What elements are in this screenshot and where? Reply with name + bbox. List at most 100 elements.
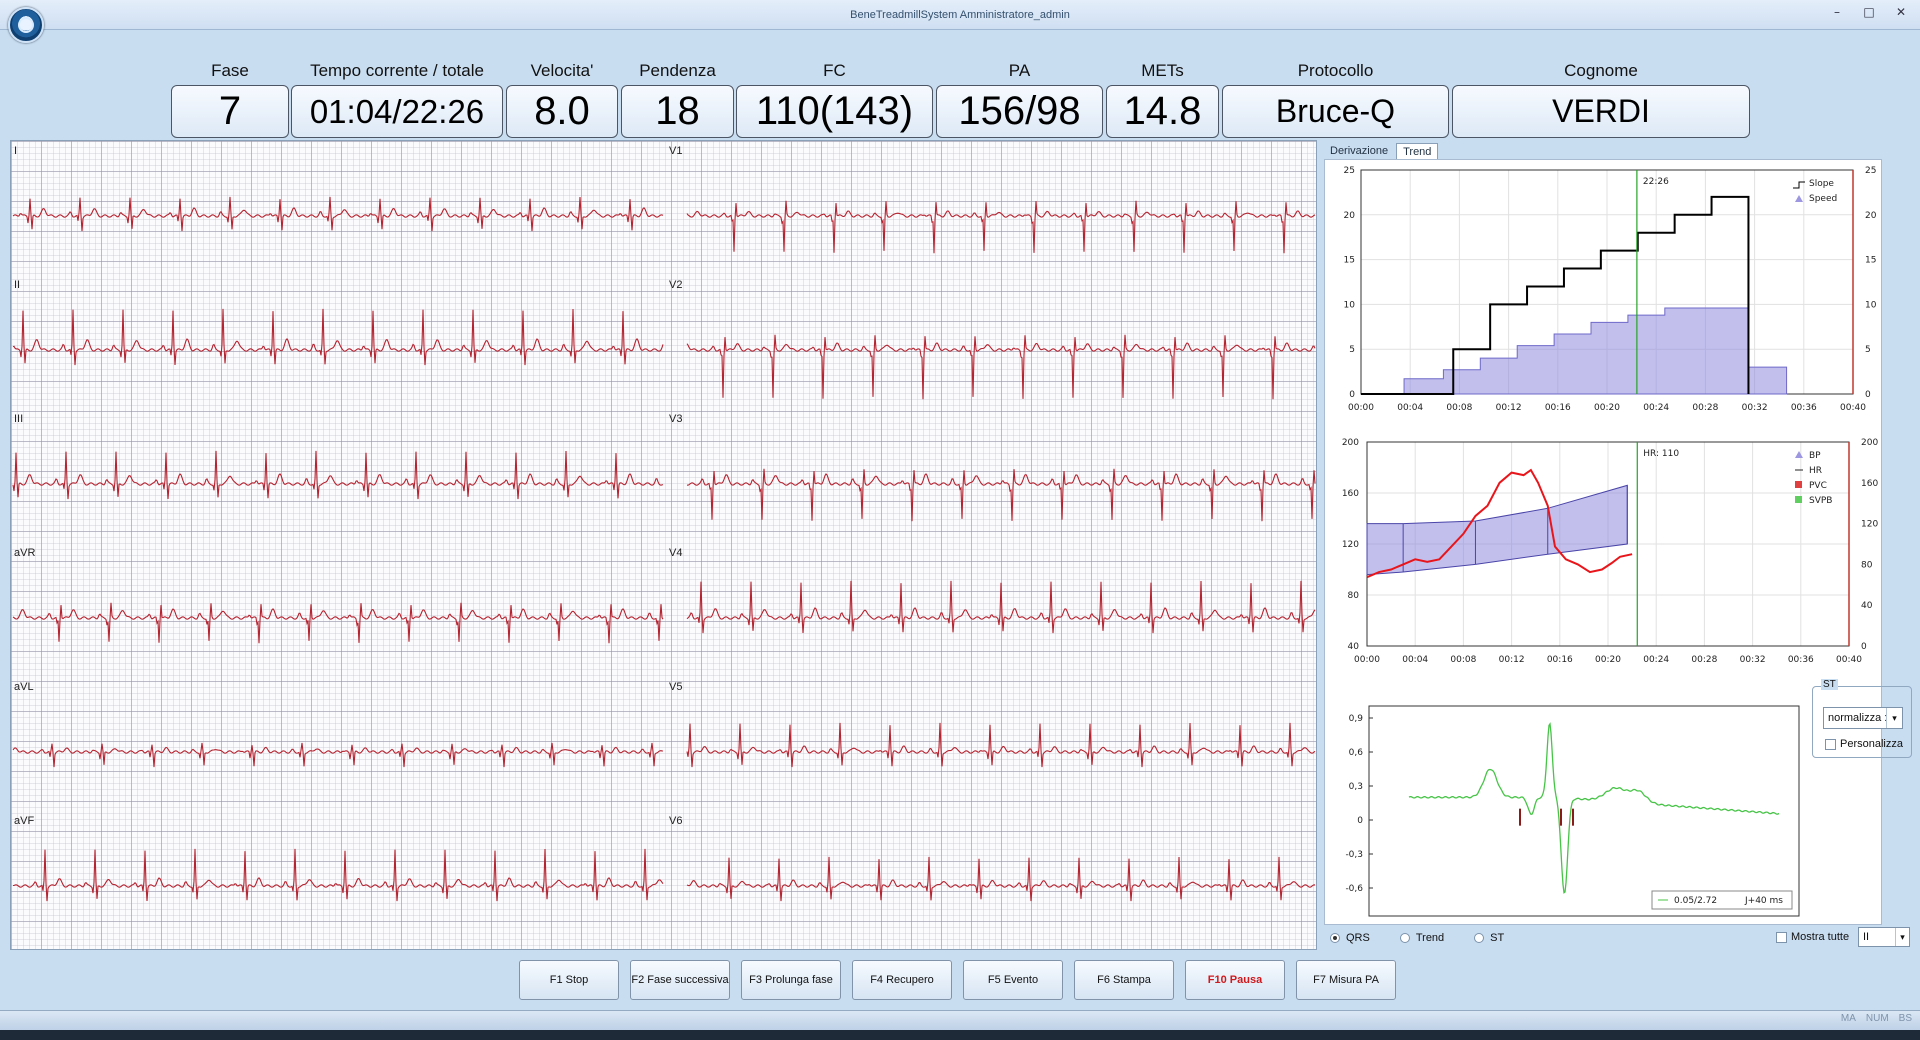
radio-label: ST	[1490, 932, 1505, 944]
status-cell: BS	[1898, 1013, 1912, 1024]
f5-event-button[interactable]: F5 Evento	[963, 960, 1063, 1000]
x-tick-label: 00:36	[1788, 655, 1814, 665]
readout-pa: PA 156/98	[936, 60, 1103, 138]
legend-label: PVC	[1809, 481, 1827, 491]
radio-trend[interactable]: Trend	[1399, 932, 1445, 944]
lead-label: V3	[669, 413, 683, 425]
y-tick-label: 25	[1344, 166, 1355, 176]
f6-print-button[interactable]: F6 Stampa	[1074, 960, 1174, 1000]
ecg-trace	[13, 848, 664, 902]
f4-recovery-button[interactable]: F4 Recupero	[852, 960, 952, 1000]
minimize-icon[interactable]: –	[1834, 5, 1840, 19]
y-tick-label-right: 120	[1861, 520, 1878, 530]
y-tick-label: 120	[1342, 540, 1359, 550]
readout-value: VERDI	[1452, 85, 1750, 138]
lead-label: V6	[669, 815, 683, 827]
x-tick-label: 00:12	[1496, 403, 1522, 413]
lead-select[interactable]: II ▾	[1858, 927, 1910, 947]
y-tick-label: 160	[1342, 489, 1359, 499]
x-tick-label: 00:04	[1397, 403, 1423, 413]
mostra-tutte-checkbox[interactable]: Mostra tutte	[1776, 931, 1849, 943]
radio-qrs[interactable]: QRS	[1330, 932, 1370, 944]
readout-fase: Fase 7	[171, 60, 289, 138]
tab-trend[interactable]: Trend	[1396, 143, 1439, 160]
radio-dot[interactable]	[1474, 933, 1485, 943]
y-tick-label-right: 0	[1865, 390, 1871, 400]
window-title: BeneTreadmillSystem Amministratore_admin	[850, 9, 1070, 21]
x-tick-label: 00:12	[1499, 655, 1525, 665]
x-tick-label: 00:00	[1354, 655, 1380, 665]
chevron-down-icon: ▾	[1886, 708, 1902, 728]
y-tick-label-right: 25	[1865, 166, 1876, 176]
ecg-trace	[12, 308, 664, 366]
lead-select-value: II	[1863, 931, 1870, 943]
x-tick-label: 00:16	[1547, 655, 1573, 665]
legend-label: SVPB	[1809, 496, 1832, 506]
y-tick-label: 10	[1344, 300, 1356, 310]
view-mode-radios: QRS Trend ST	[1330, 932, 1504, 944]
y-tick-label: 200	[1342, 438, 1359, 448]
personalizza-checkbox[interactable]: Personalizza	[1825, 738, 1903, 750]
y-tick-label: 80	[1348, 591, 1360, 601]
readout-value: 8.0	[506, 85, 618, 138]
speed-series	[1403, 307, 1788, 395]
tab-strip: Derivazione Trend	[1324, 143, 1439, 160]
x-tick-label: 00:28	[1691, 655, 1717, 665]
readout-value: 01:04/22:26	[291, 85, 503, 138]
readout-pendenza: Pendenza 18	[621, 60, 734, 138]
ecg-12-lead-panel: I II III aVR aVL aVF V1 V2 V3 V4 V5 V6	[10, 140, 1317, 950]
bp-hr-chart: 00:00 00:04 00:08 00:12 00:16 00:20 00:24 00:28…	[1342, 438, 1879, 665]
lead-label: III	[14, 413, 24, 425]
legend-label: BP	[1809, 451, 1821, 461]
tab-derivazione[interactable]: Derivazione	[1330, 145, 1389, 157]
lead-label: I	[14, 145, 18, 157]
x-tick-label: 00:32	[1742, 403, 1768, 413]
legend-swatch	[1795, 451, 1803, 458]
chevron-down-icon: ▾	[1895, 928, 1909, 946]
legend-label: Slope	[1809, 179, 1834, 189]
ecg-trace	[686, 856, 1316, 902]
checkbox-label: Mostra tutte	[1791, 931, 1850, 943]
f1-stop-button[interactable]: F1 Stop	[519, 960, 619, 1000]
radio-dot[interactable]	[1330, 933, 1340, 943]
x-tick-label: 00:28	[1692, 403, 1718, 413]
title-bar: BeneTreadmillSystem Amministratore_admin…	[0, 0, 1920, 30]
trend-panel: Derivazione Trend 00:00 00:04 00:08 00:12 00…	[1324, 143, 1910, 925]
f3-extend-phase-button[interactable]: F3 Prolunga fase	[741, 960, 841, 1000]
radio-dot[interactable]	[1399, 933, 1410, 943]
lead-label: aVL	[14, 681, 34, 693]
f10-pause-button[interactable]: F10 Pausa	[1185, 960, 1285, 1000]
lead-label: aVF	[14, 815, 35, 827]
legend-swatch	[1795, 496, 1802, 503]
status-cell: MA	[1840, 1013, 1856, 1024]
readout-cognome: Cognome VERDI	[1452, 60, 1750, 138]
readout-value: 18	[621, 85, 734, 138]
y-tick-label: 0	[1349, 390, 1355, 400]
y-tick-label-right: 10	[1865, 300, 1877, 310]
y-tick-label: -0,6	[1345, 884, 1363, 894]
lead-label: II	[14, 279, 21, 291]
st-mode-select[interactable]: normalizza : ▾	[1823, 707, 1903, 729]
app-logo-icon[interactable]	[8, 7, 44, 43]
f2-next-phase-button[interactable]: F2 Fase successiva	[630, 960, 730, 1000]
maximize-icon[interactable]: □	[1863, 5, 1875, 19]
radio-label: Trend	[1415, 932, 1445, 944]
y-tick-label: -0,3	[1345, 850, 1363, 860]
readout-label: Cognome	[1564, 61, 1638, 80]
readout-label: PA	[1008, 61, 1031, 80]
readout-value: 156/98	[936, 85, 1103, 138]
legend-label: J+40 ms	[1744, 896, 1783, 906]
legend-label: 0.05/2.72	[1674, 896, 1717, 906]
ecg-trace	[686, 200, 1316, 254]
checkbox-box[interactable]	[1776, 931, 1787, 943]
ecg-trace	[686, 722, 1316, 768]
marker-label: HR: 110	[1643, 449, 1679, 459]
readout-value: Bruce-Q	[1222, 85, 1449, 138]
readout-label: Fase	[211, 61, 249, 80]
f7-measure-bp-button[interactable]: F7 Misura PA	[1296, 960, 1396, 1000]
checkbox-box[interactable]	[1825, 738, 1836, 750]
ecg-trace	[12, 450, 664, 500]
close-icon[interactable]: ✕	[1895, 5, 1907, 19]
radio-st[interactable]: ST	[1474, 932, 1504, 944]
readout-velocita: Velocita' 8.0	[506, 60, 618, 138]
